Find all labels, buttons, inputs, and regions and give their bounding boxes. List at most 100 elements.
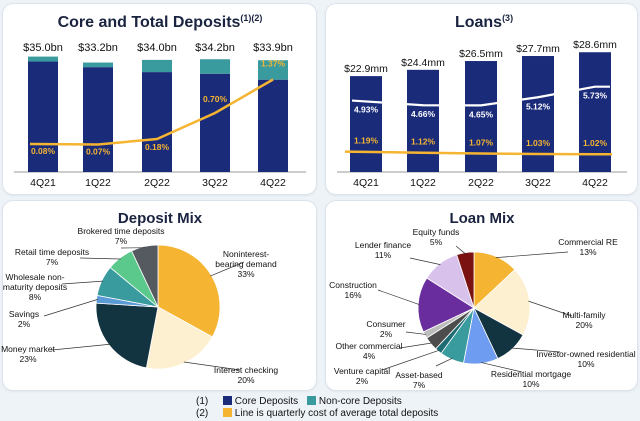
deposit-cost-label: 0.70% xyxy=(203,94,228,104)
loan-mix-slice-label: Asset-based 7% xyxy=(395,370,443,390)
loan-x-tick: 2Q22 xyxy=(468,177,494,189)
loan-mix-slice-label: Investor-owned residential 10% xyxy=(536,349,635,369)
loans-chart: $22.9mm 4Q21 $24.4mm 1Q22 $26.5mm 2Q22 $27.7mm… xyxy=(337,39,627,189)
loan-mix-slice xyxy=(473,269,531,336)
loan-yield-label: 4.65% xyxy=(469,109,494,119)
deposit-cost-label: 0.18% xyxy=(145,142,170,152)
loan-mix-leader-line xyxy=(480,362,523,373)
core-deposit-bar xyxy=(28,61,58,172)
loan-cost-label: 1.19% xyxy=(354,136,379,146)
deposit-mix-leader-line xyxy=(43,299,98,317)
loan-value-label: $22.9mm xyxy=(344,63,388,75)
deposits-chart: $35.0bn 4Q21 $33.2bn 1Q22 $34.0bn 2Q22 $34.2bn… xyxy=(14,42,306,189)
loan-mix-title: Loan Mix xyxy=(449,210,515,227)
noncore-deposit-bar xyxy=(142,59,172,73)
loan-mix-slice-label: Venture capital 2% xyxy=(334,366,390,386)
loan-mix-slice-label: Lender finance 11% xyxy=(355,240,412,260)
loan-mix-leader-line xyxy=(511,347,561,353)
loan-mix-slice-label: Other commercial 4% xyxy=(335,341,402,361)
loan-yield-label: 5.12% xyxy=(526,101,551,111)
loan-x-tick: 4Q22 xyxy=(582,177,608,189)
noncore-deposit-bar xyxy=(28,56,58,62)
loan-bar xyxy=(579,52,611,172)
noncore-legend-swatch xyxy=(306,396,316,405)
loan-mix-leader-line xyxy=(455,245,466,255)
deposit-mix-slice-label: Brokered time deposits 7% xyxy=(78,226,165,246)
noncore-deposit-bar xyxy=(83,62,113,68)
deposit-total-label: $35.0bn xyxy=(23,42,63,54)
loan-value-label: $28.6mm xyxy=(573,39,617,51)
deposit-mix-slice-label: Money market 23% xyxy=(1,344,55,364)
core-deposit-bar xyxy=(83,67,113,172)
loan-mix-leader-line xyxy=(381,349,440,371)
noncore-deposit-bar xyxy=(258,60,288,80)
loan-mix-slice-label: Multi-family 20% xyxy=(563,310,607,330)
noncore-legend-label: Non-core Deposits xyxy=(318,396,402,407)
loan-value-label: $24.4mm xyxy=(401,57,445,69)
deposit-total-label: $34.2bn xyxy=(195,42,235,54)
deposit-mix-leader-line xyxy=(79,257,121,260)
loan-mix-leader-line xyxy=(528,300,573,317)
deposit-mix-slice-label: Noninterest-bearing demand 33% xyxy=(215,249,277,279)
loan-yield-label: 5.73% xyxy=(583,91,608,101)
core-deposit-bar xyxy=(258,79,288,172)
deposit-mix-slice xyxy=(95,302,159,369)
loan-mix-slice-label: Consumer 2% xyxy=(366,319,405,339)
deposit-cost-line xyxy=(29,78,274,146)
loan-mix-slice-label: Construction 16% xyxy=(329,280,377,300)
loan-mix-leader-line xyxy=(405,331,426,335)
deposit-mix-leader-line xyxy=(51,343,111,351)
loan-cost-line xyxy=(344,150,612,156)
loan-mix-slice-label: Equity funds 5% xyxy=(413,227,460,247)
loan-mix-leader-line xyxy=(495,251,569,258)
deposit-x-tick: 1Q22 xyxy=(85,177,111,189)
deposit-mix-slice-label: Interest checking 20% xyxy=(214,365,279,385)
footnote-1: (1) Core Deposits Non-core Deposits xyxy=(196,396,402,407)
deposit-mix-slice xyxy=(131,244,159,308)
deposit-mix-title: Deposit Mix xyxy=(118,210,203,227)
deposit-mix-slice-label: Wholesale non-maturity deposits 8% xyxy=(3,272,67,302)
line-legend-label: Line is quarterly cost of average total … xyxy=(234,408,439,419)
deposit-x-tick: 4Q22 xyxy=(260,177,286,189)
loan-yield-line xyxy=(351,85,610,107)
deposit-cost-label: 1.37% xyxy=(261,59,286,69)
deposit-mix-pie: Noninterest-bearing demand 33% Interest ch… xyxy=(1,226,278,385)
core-deposit-bar xyxy=(200,73,230,172)
loan-cost-label: 1.03% xyxy=(526,138,551,148)
deposit-mix-leader-line xyxy=(210,261,245,277)
core-legend-label: Core Deposits xyxy=(234,396,299,407)
deposit-mix-leader-line xyxy=(183,361,241,371)
deposit-mix-slice-label: Savings 2% xyxy=(9,309,39,329)
noncore-deposit-bar xyxy=(200,59,230,74)
deposit-mix-slice-label: Retail time deposits 7% xyxy=(15,247,89,267)
loan-cost-label: 1.07% xyxy=(469,137,494,147)
loan-mix-leader-line xyxy=(399,342,432,349)
loan-mix-slice xyxy=(456,251,475,309)
deposit-mix-slice xyxy=(145,306,213,370)
deposit-total-label: $33.2bn xyxy=(78,42,118,54)
loan-mix-leader-line xyxy=(409,257,441,265)
deposit-x-tick: 2Q22 xyxy=(144,177,170,189)
loans-title: Loans(3) xyxy=(455,13,513,31)
loan-bar xyxy=(522,56,554,172)
core-deposit-bar xyxy=(142,72,172,172)
loan-value-label: $26.5mm xyxy=(459,48,503,60)
loan-mix-leader-line xyxy=(435,358,453,367)
loan-yield-label: 4.66% xyxy=(411,109,436,119)
loan-mix-leader-line xyxy=(377,289,420,305)
loan-x-tick: 1Q22 xyxy=(410,177,436,189)
deposit-x-tick: 3Q22 xyxy=(202,177,228,189)
line-legend-swatch xyxy=(222,408,232,417)
loan-value-label: $27.7mm xyxy=(516,43,560,55)
loan-mix-pie: Commercial RE 13% Multi-family 20% Investor-… xyxy=(329,227,636,390)
deposit-cost-label: 0.07% xyxy=(86,147,111,157)
core-legend-swatch xyxy=(222,396,232,405)
loan-mix-slice-label: Residential mortgage 10% xyxy=(491,369,572,389)
loan-bar xyxy=(407,69,439,172)
footnote-2: (2) Line is quarterly cost of average to… xyxy=(196,408,439,419)
deposit-total-label: $34.0bn xyxy=(137,42,177,54)
loan-mix-slice-label: Commercial RE 13% xyxy=(558,237,618,257)
loan-cost-label: 1.12% xyxy=(411,137,436,147)
loan-bar xyxy=(350,76,382,172)
